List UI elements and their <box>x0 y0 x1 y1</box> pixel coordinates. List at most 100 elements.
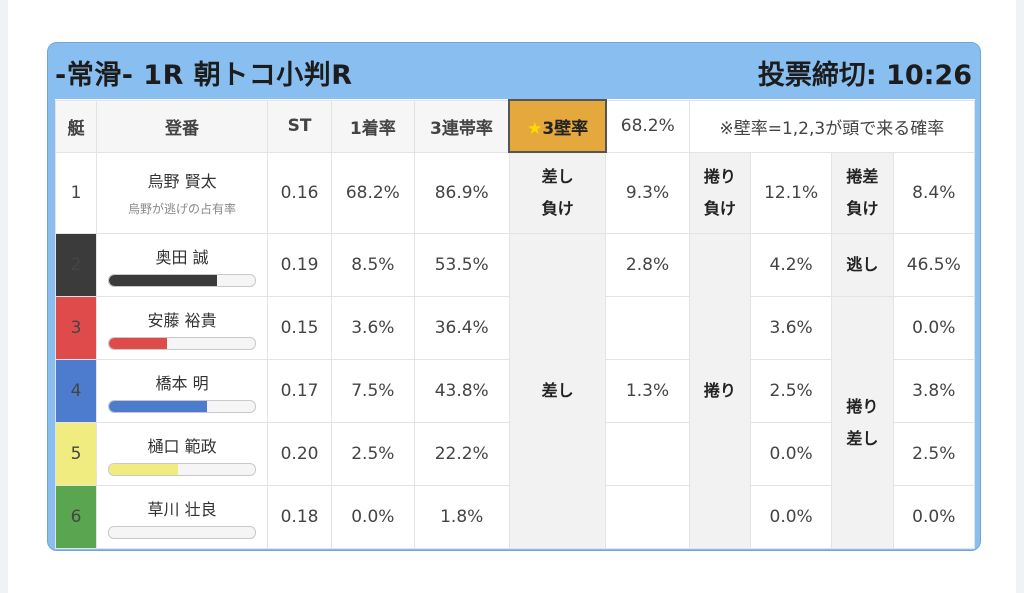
header-first-rate: 1着率 <box>331 99 415 153</box>
vote-deadline: 投票締切: 10:26 <box>757 60 972 91</box>
rating-bar <box>108 399 257 413</box>
header-frame: 艇 <box>54 99 98 153</box>
rating-bar <box>108 336 257 350</box>
star-icon: ★ <box>527 118 543 139</box>
tactic-label: 差し 負け <box>541 167 574 218</box>
frame-number: 1 <box>54 151 98 234</box>
wall-rate-label: 3壁率 <box>542 118 589 139</box>
rating-bar <box>108 525 257 539</box>
first-rate-value: 7.5% <box>331 359 415 423</box>
rating-bar <box>108 462 257 476</box>
makuri-rate: 0.0% <box>749 422 833 486</box>
table-row: 1 烏野 賢太 烏野が逃げの占有率 0.16 68.2% 86.9% 差し 負け… <box>54 151 976 234</box>
first-rate-value: 68.2% <box>331 151 415 234</box>
header-triple-rate: 3連帯率 <box>413 99 510 153</box>
sashi-rate: 2.8% <box>605 233 690 297</box>
triple-rate-value: 1.8% <box>413 485 510 549</box>
player-cell: 烏野 賢太 烏野が逃げの占有率 <box>96 151 268 234</box>
first-rate-value: 2.5% <box>331 422 415 486</box>
st-value: 0.16 <box>266 151 333 234</box>
player-cell: 草川 壮良 <box>96 485 268 549</box>
player-name: 草川 壮良 <box>147 499 217 519</box>
st-value: 0.17 <box>266 359 333 423</box>
makuri-sashi-rate: 3.8% <box>892 359 976 423</box>
tactic-makuri-sashi: 捲り 差し <box>831 296 894 549</box>
table-row: 5 樋口 範政 0.20 2.5% 22.2% 0.0% 2.5% <box>54 422 976 486</box>
tactic-nige: 逃し <box>831 233 894 297</box>
first-rate-value: 8.5% <box>331 233 415 297</box>
frame-number: 5 <box>54 422 98 486</box>
player-cell: 橋本 明 <box>96 359 268 423</box>
tactic-label: 捲差 負け <box>846 166 879 218</box>
tactic-label: 逃し <box>846 255 879 274</box>
header-wall-rate[interactable]: ★3壁率 <box>508 99 607 153</box>
race-card: -常滑- 1R 朝トコ小判R 投票締切: 10:26 艇 登番 ST 1着率 3… <box>47 42 981 551</box>
triple-rate-value: 86.9% <box>413 151 510 234</box>
first-rate-value: 0.0% <box>331 485 415 549</box>
header-player: 登番 <box>96 99 268 153</box>
frame-number: 4 <box>54 359 98 423</box>
makuri-sashi-rate: 2.5% <box>892 422 976 486</box>
st-value: 0.18 <box>266 485 333 549</box>
frame-number: 3 <box>54 296 98 360</box>
tactic-makusashi-make: 捲差 負け <box>831 151 894 234</box>
makuri-make-rate: 12.1% <box>749 151 833 234</box>
header-st: ST <box>266 99 333 153</box>
triple-rate-value: 22.2% <box>413 422 510 486</box>
makuri-sashi-rate: 0.0% <box>892 485 976 549</box>
player-cell: 安藤 裕貴 <box>96 296 268 360</box>
nige-rate: 46.5% <box>892 233 976 297</box>
table-row: 6 草川 壮良 0.18 0.0% 1.8% 0.0% 0.0% <box>54 485 976 549</box>
sashi-make-rate: 9.3% <box>605 151 690 234</box>
makuri-rate: 3.6% <box>749 296 833 360</box>
player-cell: 奥田 誠 <box>96 233 268 297</box>
makuri-rate: 2.5% <box>749 359 833 423</box>
rating-bar-fill <box>109 400 207 412</box>
player-subtext: 烏野が逃げの占有率 <box>128 202 237 217</box>
wall-rate-value: 68.2% <box>605 99 690 153</box>
sashi-rate <box>605 422 690 486</box>
race-header: -常滑- 1R 朝トコ小判R 投票締切: 10:26 <box>48 43 980 100</box>
st-value: 0.19 <box>266 233 333 297</box>
player-name: 橋本 明 <box>155 373 209 393</box>
rating-bar-fill <box>109 337 168 349</box>
header-row: 艇 登番 ST 1着率 3連帯率 ★3壁率 68.2% ※壁率=1,2,3が頭で… <box>54 99 976 153</box>
makuri-sashi-rate: 0.0% <box>892 296 976 360</box>
player-name: 烏野 賢太 <box>147 172 217 192</box>
tactic-label: 捲り <box>703 381 736 400</box>
rating-bar-fill <box>109 463 178 475</box>
makuri-rate: 0.0% <box>749 485 833 549</box>
player-name: 安藤 裕貴 <box>147 310 217 330</box>
frame-number: 2 <box>54 233 98 297</box>
race-title: -常滑- 1R 朝トコ小判R <box>55 60 353 91</box>
left-edge <box>0 0 8 593</box>
table-row: 2 奥田 誠 0.19 8.5% 53.5% 差し 2.8% 捲り 4.2% 逃… <box>54 233 976 549</box>
player-name: 樋口 範政 <box>147 436 217 456</box>
tactic-sashi: 差し <box>508 233 607 549</box>
st-value: 0.20 <box>266 422 333 486</box>
makusashi-make-rate: 8.4% <box>892 151 976 234</box>
tactic-label: 差し <box>541 381 574 400</box>
first-rate-value: 3.6% <box>331 296 415 360</box>
triple-rate-value: 53.5% <box>413 233 510 297</box>
sashi-rate <box>605 296 690 360</box>
table-row: 4 橋本 明 0.17 7.5% 43.8% 1.3% 2.5% 3.8% <box>54 359 976 423</box>
rating-bar <box>108 273 257 287</box>
triple-rate-value: 36.4% <box>413 296 510 360</box>
tactic-sashi-make: 差し 負け <box>508 151 607 234</box>
table-row: 3 安藤 裕貴 0.15 3.6% 36.4% 3.6% 捲り 差し 0.0% <box>54 296 976 549</box>
right-edge <box>1016 0 1024 593</box>
player-cell: 樋口 範政 <box>96 422 268 486</box>
frame-number: 6 <box>54 485 98 549</box>
st-value: 0.15 <box>266 296 333 360</box>
triple-rate-value: 43.8% <box>413 359 510 423</box>
rating-bar-fill <box>109 274 218 286</box>
player-name: 奥田 誠 <box>155 247 209 267</box>
prediction-table: 艇 登番 ST 1着率 3連帯率 ★3壁率 68.2% ※壁率=1,2,3が頭で… <box>54 99 976 549</box>
tactic-label: 捲り 差し <box>846 396 879 448</box>
tactic-makuri-make: 捲り 負け <box>688 151 751 234</box>
sashi-rate: 1.3% <box>605 359 690 423</box>
wall-rate-note: ※壁率=1,2,3が頭で来る確率 <box>688 99 976 153</box>
sashi-rate <box>605 485 690 549</box>
tactic-makuri: 捲り <box>688 233 751 549</box>
